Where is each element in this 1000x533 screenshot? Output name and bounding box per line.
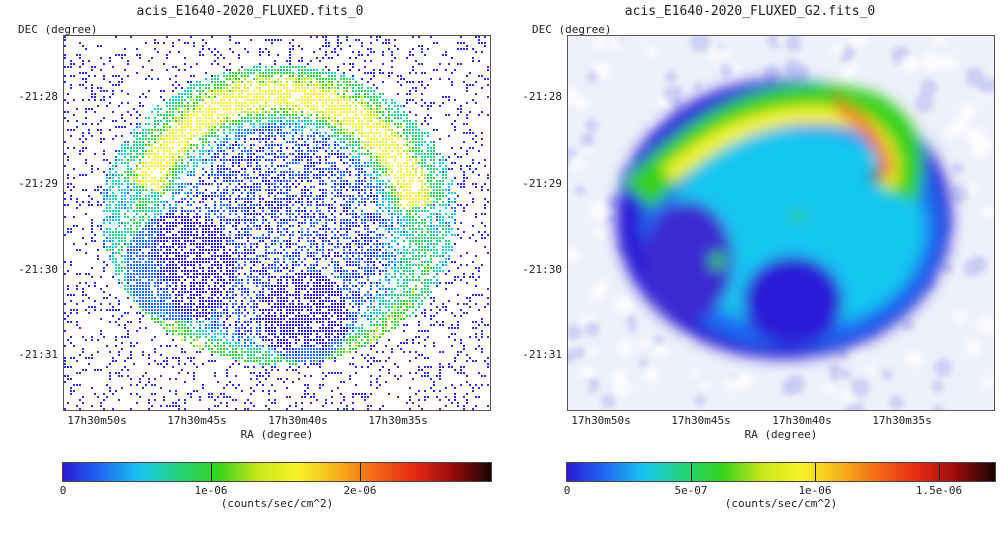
colorbar-tick-label: 1.5e-06: [915, 484, 963, 497]
colorbar-tick-label: 2e-06: [343, 484, 377, 497]
raw-flux-image: [64, 36, 489, 410]
image-frame[interactable]: [63, 35, 491, 411]
dec-tick: -21:29: [522, 177, 562, 190]
dec-tick: -21:29: [18, 177, 58, 190]
image-frame[interactable]: [567, 35, 995, 411]
ra-tick: 17h30m40s: [268, 414, 328, 427]
colorbar-tick-mark: [211, 463, 212, 481]
smoothed-flux-image: [568, 36, 994, 410]
dec-tick: -21:31: [18, 348, 58, 361]
colorbar-tick-mark: [360, 463, 361, 481]
colorbar-tick-label: 5e-07: [674, 484, 708, 497]
dec-tick: -21:30: [18, 263, 58, 276]
colorbar-tick-label: 0: [563, 484, 571, 497]
colorbar-tick-mark: [939, 463, 940, 481]
colorbar-unit-label: (counts/sec/cm^2): [220, 497, 334, 510]
ra-axis-label: RA (degree): [744, 428, 818, 441]
colorbar-tick-mark: [691, 463, 692, 481]
dec-tick: -21:28: [522, 90, 562, 103]
colorbar-tick-mark: [815, 463, 816, 481]
dec-axis-label: DEC (degree): [18, 23, 98, 36]
ra-tick: 17h30m35s: [872, 414, 932, 427]
ra-axis-label: RA (degree): [240, 428, 314, 441]
colorbar-tick-label: 0: [59, 484, 67, 497]
dec-tick: -21:28: [18, 90, 58, 103]
left-panel: acis_E1640-2020_FLUXED.fits_0 DEC (degre…: [18, 4, 492, 510]
dec-axis-label: DEC (degree): [532, 23, 612, 36]
colorbar-tick-label: 1e-06: [194, 484, 228, 497]
colorbar: [62, 462, 492, 482]
colorbar-tick-label: 1e-06: [798, 484, 832, 497]
dec-tick: -21:30: [522, 263, 562, 276]
colorbar-unit-label: (counts/sec/cm^2): [724, 497, 838, 510]
ra-tick: 17h30m50s: [67, 414, 127, 427]
ra-tick: 17h30m40s: [772, 414, 832, 427]
ra-tick: 17h30m35s: [368, 414, 428, 427]
ra-tick: 17h30m50s: [571, 414, 631, 427]
panel-title: acis_E1640-2020_FLUXED_G2.fits_0: [624, 4, 876, 19]
ra-tick: 17h30m45s: [671, 414, 731, 427]
right-panel: acis_E1640-2020_FLUXED_G2.fits_0 DEC (de…: [500, 0, 1000, 533]
colorbar: [566, 462, 996, 482]
ra-tick: 17h30m45s: [167, 414, 227, 427]
dec-tick: -21:31: [522, 348, 562, 361]
panel-title: acis_E1640-2020_FLUXED.fits_0: [136, 4, 364, 19]
